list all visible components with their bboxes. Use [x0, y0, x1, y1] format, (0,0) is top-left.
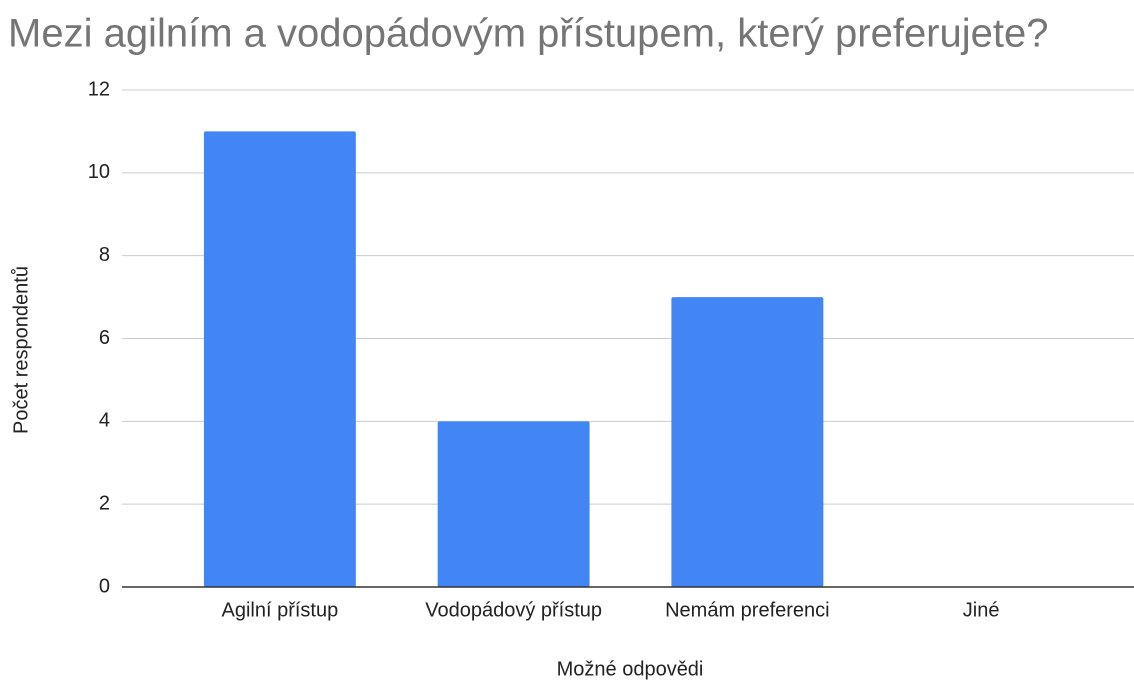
y-tick-label: 4 [99, 410, 110, 432]
x-tick-label: Jiné [963, 599, 1000, 621]
y-tick-label: 6 [99, 327, 110, 349]
y-tick-label: 10 [88, 161, 110, 183]
bar [437, 421, 590, 587]
chart-title: Mezi agilním a vodopádovým přístupem, kt… [8, 12, 1049, 56]
y-tick-label: 12 [88, 78, 110, 100]
x-axis-title: Možné odpovědi [557, 658, 704, 680]
bar [671, 297, 824, 587]
y-axis-title: Počet respondentů [10, 266, 32, 434]
x-tick-label: Vodopádový přístup [425, 599, 602, 621]
y-tick-label: 8 [99, 244, 110, 266]
x-tick-label: Nemám preferenci [665, 599, 830, 621]
bar [203, 131, 356, 587]
x-tick-label: Agilní přístup [222, 599, 339, 621]
y-tick-label: 0 [99, 575, 110, 597]
y-tick-label: 2 [99, 492, 110, 514]
